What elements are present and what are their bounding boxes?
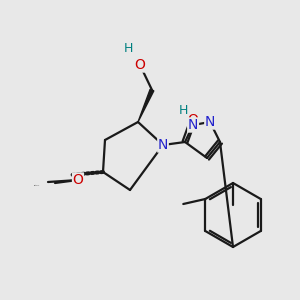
Text: N: N: [188, 118, 198, 132]
Text: O: O: [188, 113, 198, 127]
Text: methoxy: methoxy: [34, 184, 40, 186]
Text: H: H: [178, 103, 188, 116]
Text: H: H: [123, 41, 133, 55]
Text: N: N: [158, 138, 168, 152]
Polygon shape: [138, 89, 154, 122]
Text: O: O: [135, 58, 146, 72]
Text: O: O: [73, 173, 83, 187]
Text: N: N: [205, 115, 215, 129]
